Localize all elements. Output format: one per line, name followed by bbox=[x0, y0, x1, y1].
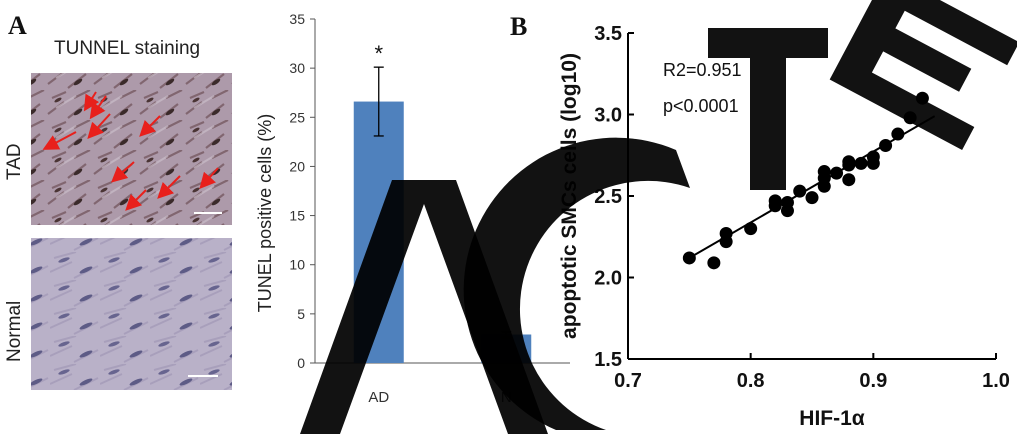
micrograph-tad bbox=[31, 73, 232, 225]
data-point bbox=[719, 226, 733, 240]
data-point bbox=[842, 155, 856, 169]
data-point bbox=[842, 173, 856, 187]
data-point bbox=[682, 251, 696, 265]
scatter-y-tick-label: 1.5 bbox=[594, 349, 622, 371]
scatter-y-tick-label: 2.0 bbox=[594, 268, 622, 290]
bar-y-tick-label: 10 bbox=[289, 257, 305, 273]
significance-marker: * bbox=[374, 41, 383, 66]
retracted-watermark bbox=[300, 0, 1017, 434]
scatter-y-tick-label: 3.5 bbox=[594, 23, 622, 45]
scatter-x-tick-label: 1.0 bbox=[982, 370, 1010, 392]
data-point bbox=[768, 194, 782, 208]
data-point bbox=[830, 166, 844, 180]
data-point bbox=[817, 165, 831, 179]
data-point bbox=[793, 184, 807, 198]
bar-chart-y-axis-label: TUNEL positive cells (%) bbox=[255, 114, 275, 312]
micrograph-normal bbox=[31, 238, 232, 390]
scatter-y-tick-label: 2.5 bbox=[594, 186, 622, 208]
data-point bbox=[854, 156, 868, 170]
data-point bbox=[707, 256, 721, 270]
tunnel-positive-arrows bbox=[42, 91, 219, 211]
panel-a-letter: A bbox=[8, 11, 27, 40]
scatter-chart: 1.5 2.0 2.5 3.0 3.5 0.7 0.8 0.9 1.0 bbox=[594, 23, 1010, 392]
scatter-x-tick-label: 0.8 bbox=[737, 370, 765, 392]
bar-y-tick-label: 30 bbox=[289, 60, 305, 76]
bar-y-tick-label: 15 bbox=[289, 208, 305, 224]
scatter-y-tick-label: 3.0 bbox=[594, 105, 622, 127]
bar-category-label: AD bbox=[368, 389, 389, 406]
row-label-normal: Normal bbox=[4, 301, 25, 362]
panel-b-letter: B bbox=[510, 12, 527, 41]
data-point bbox=[805, 191, 819, 205]
data-point bbox=[891, 127, 905, 141]
data-point bbox=[744, 222, 758, 236]
bar-y-tick-label: 5 bbox=[297, 306, 305, 322]
bar-y-tick-label: 0 bbox=[297, 355, 305, 371]
data-point bbox=[780, 196, 794, 210]
r-squared-annotation: R2=0.951 bbox=[663, 60, 742, 80]
staining-caption: TUNNEL staining bbox=[54, 38, 200, 59]
bar-y-tick-label: 25 bbox=[289, 109, 305, 125]
data-point bbox=[879, 138, 893, 152]
scatter-x-tick-label: 0.7 bbox=[614, 370, 642, 392]
scatter-x-axis-label: HIF-1α bbox=[799, 407, 865, 430]
p-value-annotation: p<0.0001 bbox=[663, 96, 739, 116]
scatter-x-tick-label: 0.9 bbox=[859, 370, 887, 392]
row-label-tad: TAD bbox=[4, 143, 25, 180]
data-point bbox=[866, 150, 880, 164]
bar-y-tick-label: 20 bbox=[289, 158, 305, 174]
bar-y-tick-label: 35 bbox=[289, 11, 305, 27]
